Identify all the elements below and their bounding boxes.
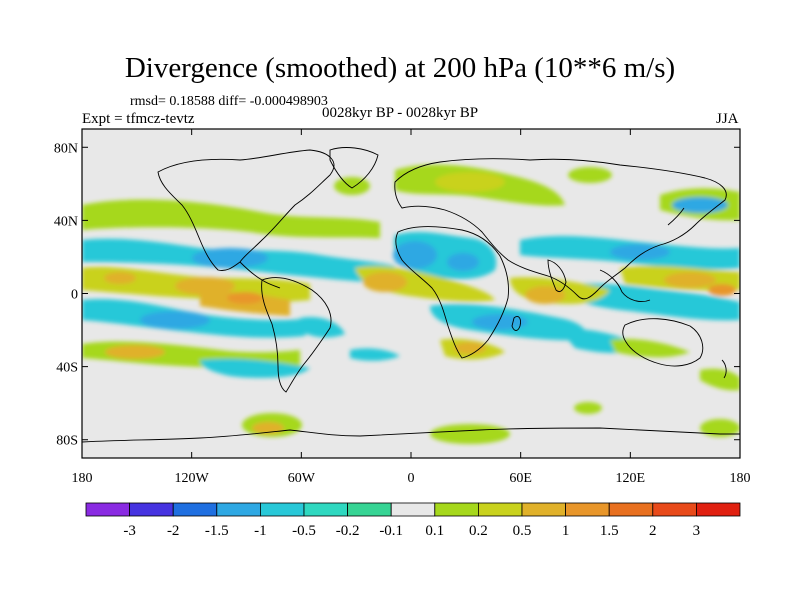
colorbar-swatch-14 [696, 502, 741, 517]
colorbar-label-12: 2 [649, 523, 657, 539]
lon-tick-label-2: 60W [288, 471, 316, 486]
colorbar-label-0: -3 [123, 523, 136, 539]
colorbar-swatch-8 [434, 502, 479, 517]
colorbar-label-1: -2 [167, 523, 180, 539]
lat-tick-label-0: 80N [54, 141, 78, 156]
lon-tick-label-3: 0 [408, 471, 415, 486]
colorbar-swatch-2 [172, 502, 218, 517]
colorbar-label-2: -1.5 [205, 523, 229, 539]
colorbar-label-6: -0.1 [379, 523, 403, 539]
colorbar-swatch-7 [390, 502, 436, 517]
colorbar-label-10: 1 [562, 523, 570, 539]
colorbar-label-11: 1.5 [600, 523, 619, 539]
colorbar-label-9: 0.5 [513, 523, 532, 539]
colorbar-label-4: -0.5 [292, 523, 316, 539]
season-label: JJA [716, 111, 739, 127]
lat-axis: 80N 40N 0 40S 80S [54, 141, 740, 449]
lon-tick-label-1: 120W [175, 471, 210, 486]
coastlines [82, 147, 740, 443]
plot-title: Divergence (smoothed) at 200 hPa (10**6 … [124, 52, 676, 84]
colorbar-swatch-11 [565, 502, 610, 517]
colorbar-swatch-9 [477, 502, 523, 517]
colorbar: -3 -2 -1.5 -1 -0.5 -0.2 -0.1 0.1 0.2 0.5 1 1.5 2 3 [85, 502, 741, 539]
lon-tick-label-5: 120E [616, 471, 646, 486]
colorbar-swatch-4 [259, 502, 305, 517]
colorbar-label-13: 3 [693, 523, 701, 539]
lat-tick-label-3: 40S [56, 361, 78, 376]
lon-tick-label-6: 180 [730, 471, 751, 486]
stats-label: rmsd= 0.18588 diff= -0.000498903 [130, 94, 328, 109]
colorbar-swatch-0 [85, 502, 130, 517]
colorbar-swatch-3 [216, 502, 261, 517]
colorbar-swatch-10 [521, 502, 566, 517]
period-label: 0028kyr BP - 0028kyr BP [322, 105, 479, 121]
lat-tick-label-2: 0 [71, 288, 78, 303]
colorbar-swatch-1 [129, 502, 174, 517]
colorbar-swatch-13 [652, 502, 697, 517]
colorbar-label-5: -0.2 [336, 523, 360, 539]
lon-tick-label-4: 60E [509, 471, 532, 486]
colorbar-swatch-6 [347, 502, 392, 517]
colorbar-swatch-5 [303, 502, 348, 517]
colorbar-label-7: 0.1 [425, 523, 444, 539]
colorbar-label-8: 0.2 [469, 523, 488, 539]
lon-tick-label-0: 180 [72, 471, 93, 486]
colorbar-swatch-12 [608, 502, 654, 517]
lat-tick-label-4: 80S [56, 434, 78, 449]
lat-tick-label-1: 40N [54, 214, 78, 229]
experiment-label: Expt = tfmcz-tevtz [82, 111, 195, 127]
colorbar-label-3: -1 [254, 523, 267, 539]
lon-axis: 180 120W 60W 0 60E 120E 180 [72, 129, 751, 486]
